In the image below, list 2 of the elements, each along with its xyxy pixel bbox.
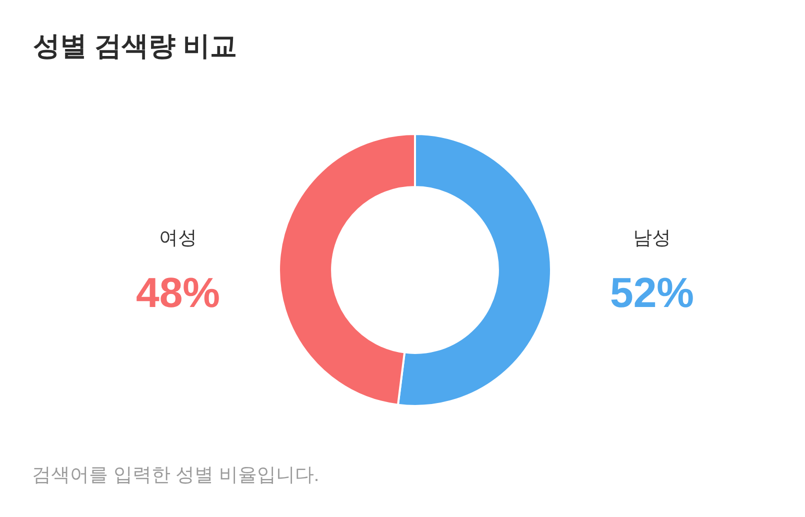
title: 성별 검색량 비교 <box>33 31 238 61</box>
annotation: 검색어를 입력한 성별 비율입니다. <box>32 465 320 486</box>
